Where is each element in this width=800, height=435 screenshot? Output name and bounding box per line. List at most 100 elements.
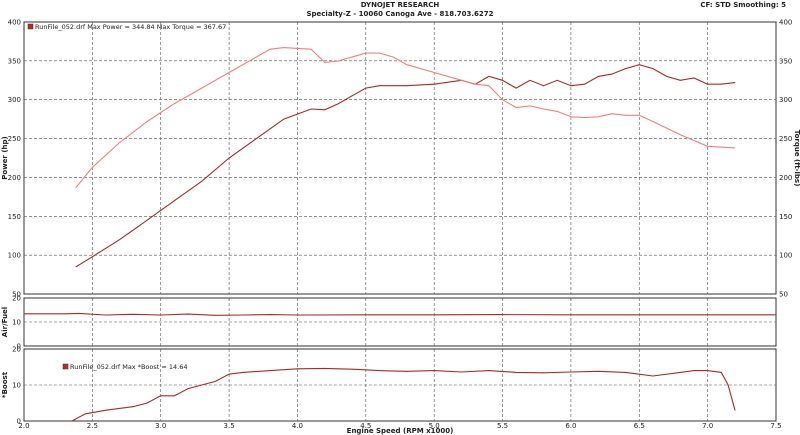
data-point: [570, 371, 572, 373]
data-point: [652, 68, 654, 70]
data-point: [611, 73, 613, 75]
x-tick-label: 4.0: [292, 422, 303, 430]
x-tick-label: 5.0: [429, 422, 440, 430]
data-point: [228, 373, 230, 375]
data-point: [392, 56, 394, 58]
data-point: [515, 371, 517, 373]
data-point: [365, 314, 367, 316]
data-point: [297, 314, 298, 316]
data-point: [379, 52, 380, 54]
data-point: [597, 370, 599, 372]
x-axis-label: Engine Speed (RPM x1000): [347, 427, 454, 435]
data-point: [707, 145, 709, 147]
y2-axis-label: Torque (ft-lbs): [793, 130, 800, 187]
data-point: [570, 85, 572, 87]
data-point: [638, 114, 640, 116]
data-point: [734, 409, 736, 411]
data-point: [187, 313, 189, 315]
data-point: [556, 110, 558, 112]
data-point: [488, 75, 490, 77]
data-point: [584, 83, 586, 85]
data-point: [351, 368, 353, 370]
data-point: [693, 370, 695, 372]
data-point: [625, 114, 627, 116]
y-tick-label: 20: [12, 346, 21, 354]
data-point: [201, 384, 203, 386]
y2-tick-label: 400: [779, 19, 792, 27]
data-point: [679, 79, 681, 81]
y-tick-label: 10: [12, 319, 21, 327]
data-point: [75, 187, 77, 188]
x-tick-label: 7.5: [770, 422, 781, 430]
data-point: [625, 371, 627, 373]
data-point: [255, 56, 257, 58]
data-point: [23, 313, 25, 315]
data-point: [338, 103, 339, 105]
data-point: [488, 85, 490, 87]
data-point: [734, 147, 736, 149]
data-point: [85, 413, 86, 415]
data-point: [638, 314, 640, 316]
data-point: [64, 313, 66, 315]
data-point: [283, 47, 285, 49]
data-point: [242, 314, 244, 316]
x-tick-label: 3.0: [155, 422, 166, 430]
data-point: [543, 372, 545, 374]
data-point: [324, 61, 326, 63]
x-tick-label: 6.5: [634, 422, 645, 430]
data-point: [611, 113, 613, 115]
data-point: [707, 83, 709, 85]
data-point: [433, 72, 435, 73]
panel-frame-power-torque: [23, 21, 777, 295]
y-tick-label: 200: [8, 174, 21, 182]
data-point: [214, 380, 216, 382]
data-point: [105, 314, 107, 316]
data-point: [707, 370, 709, 372]
data-point: [310, 108, 312, 110]
y-tick-label: 0: [17, 343, 21, 351]
y2-tick-label: 50: [779, 291, 788, 299]
data-point: [146, 219, 148, 221]
y-tick-label: 300: [8, 96, 21, 104]
y2-tick-label: 150: [779, 213, 792, 221]
data-point: [570, 116, 572, 118]
y2-tick-label: 300: [779, 96, 792, 104]
y-axis-label-air-fuel: Air/Fuel: [1, 307, 9, 337]
settings-label: CF: STD Smoothing: 5: [700, 1, 786, 9]
x-tick-label: 7.0: [702, 422, 713, 430]
y-tick-label: 250: [8, 135, 21, 143]
y-tick-label: 10: [12, 382, 21, 390]
data-point: [727, 384, 729, 386]
data-point: [433, 314, 435, 316]
data-point: [242, 371, 244, 373]
legend-text: RunFile_052.drf Max Power = 344.84 Max T…: [35, 23, 226, 31]
data-point: [78, 312, 80, 314]
data-point: [406, 370, 408, 372]
series-line-power: [75, 64, 736, 268]
data-point: [201, 87, 203, 89]
chart-title: DYNOJET RESEARCH: [360, 1, 440, 9]
data-point: [365, 87, 367, 89]
data-point: [146, 121, 148, 122]
y-tick-label: 100: [8, 252, 21, 260]
data-point: [638, 64, 640, 66]
data-point: [379, 370, 380, 372]
data-point: [679, 134, 681, 136]
data-point: [297, 47, 298, 49]
x-tick-label: 4.5: [360, 422, 371, 430]
data-point: [187, 388, 189, 390]
data-point: [515, 87, 517, 89]
data-point: [365, 52, 367, 54]
x-tick-label: 2.5: [87, 422, 98, 430]
data-point: [543, 108, 545, 110]
data-point: [406, 64, 408, 66]
data-point: [269, 48, 271, 50]
data-point: [652, 121, 654, 122]
data-point: [310, 48, 312, 50]
data-point: [502, 314, 503, 316]
legend-swatch: [27, 23, 34, 30]
data-point: [105, 409, 107, 411]
data-point: [433, 83, 435, 85]
data-point: [269, 314, 271, 316]
y-tick-label: 400: [8, 19, 21, 27]
